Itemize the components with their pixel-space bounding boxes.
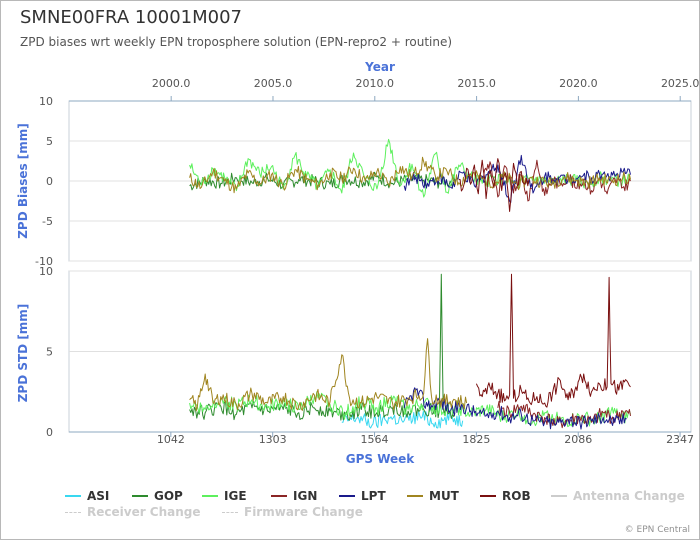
chart-title: SMNE00FRA 10001M007 [20, 7, 243, 28]
legend-swatch [202, 495, 218, 497]
legend-swatch [65, 511, 81, 513]
bottom-y-ticks: 10 5 0 [39, 265, 53, 439]
top-y-tick-label: -10 [35, 255, 53, 268]
top-y-tick-label: 0 [46, 175, 53, 188]
top-y-tick-label: 10 [39, 95, 53, 108]
legend-label: Receiver Change [87, 505, 201, 519]
top-series-ige [189, 138, 631, 198]
x2-tick-label: 2010.0 [356, 77, 395, 90]
x-tick-label: 2347 [666, 433, 694, 446]
bottom-y-axis-title: ZPD STD [mm] [16, 304, 30, 403]
legend-label: GOP [154, 489, 183, 503]
legend-item-receiver-change[interactable]: Receiver Change [65, 505, 201, 519]
top-series-group [189, 138, 631, 212]
legend-swatch [551, 495, 567, 497]
x2-tick-label: 2025.0 [661, 77, 699, 90]
legend-swatch [132, 495, 148, 497]
plot-area: 2000.0 2005.0 2010.0 2015.0 2020.0 2025.0 104… [16, 60, 699, 466]
legend-label: IGE [224, 489, 247, 503]
gps-week-ticks: 1042 1303 1564 1825 2086 2347 [157, 432, 694, 446]
bottom-y-tick-label: 5 [46, 346, 53, 359]
top-series-mut [189, 156, 631, 194]
legend-label: LPT [361, 489, 386, 503]
top-y-tick-label: 5 [46, 135, 53, 148]
legend-item-asi[interactable]: ASI [65, 489, 109, 503]
legend-label: MUT [429, 489, 459, 503]
bottom-series-group [189, 273, 631, 430]
top-series-rob [458, 158, 530, 212]
legend-item-ige[interactable]: IGE [202, 489, 247, 503]
legend-swatch [271, 495, 287, 497]
year-ticks: 2000.0 2005.0 2010.0 2015.0 2020.0 2025.0 [152, 77, 699, 101]
legend-label: ASI [87, 489, 110, 503]
bottom-y-tick-label: 0 [46, 426, 53, 439]
bottom-y-tick-label: 10 [39, 265, 53, 278]
legend-item-ign[interactable]: IGN [271, 489, 317, 503]
legend-item-gop[interactable]: GOP [132, 489, 183, 503]
x-tick-label: 2086 [564, 433, 592, 446]
legend-item-lpt[interactable]: LPT [339, 489, 386, 503]
x-tick-label: 1825 [462, 433, 490, 446]
bottom-series-mut [189, 338, 468, 412]
x2-tick-label: 2005.0 [254, 77, 293, 90]
legend-swatch [222, 511, 238, 513]
legend-item-rob[interactable]: ROB [480, 489, 531, 503]
top-y-tick-label: -5 [42, 215, 53, 228]
x2-tick-label: 2015.0 [457, 77, 496, 90]
x-tick-label: 1303 [259, 433, 287, 446]
top-y-ticks: 10 5 0 -5 -10 [35, 95, 53, 268]
legend-item-firmware-change[interactable]: Firmware Change [222, 505, 363, 519]
legend-label: Firmware Change [244, 505, 363, 519]
top-series-ign [481, 159, 631, 202]
x2-axis-title: Year [364, 60, 395, 74]
x2-tick-label: 2000.0 [152, 77, 191, 90]
top-series-lpt [403, 154, 631, 204]
legend-label: IGN [293, 489, 318, 503]
legend-swatch [65, 495, 81, 497]
credits[interactable]: © EPN Central [624, 525, 690, 535]
legend-swatch [339, 495, 355, 497]
x2-tick-label: 2020.0 [559, 77, 598, 90]
x-axis-title: GPS Week [346, 452, 416, 466]
legend-item-antenna-change[interactable]: Antenna Change [551, 489, 685, 503]
chart-subtitle: ZPD biases wrt weekly EPN troposphere so… [20, 35, 453, 49]
legend-item-mut[interactable]: MUT [407, 489, 459, 503]
legend-swatch [407, 495, 423, 497]
bottom-series-asi [341, 410, 464, 429]
legend-swatch [480, 495, 496, 497]
bottom-series-rob [475, 273, 631, 408]
legend-label: ROB [502, 489, 531, 503]
legend-label: Antenna Change [573, 489, 685, 503]
x-tick-label: 1042 [157, 433, 185, 446]
x-tick-label: 1564 [361, 433, 389, 446]
top-y-axis-title: ZPD Biases [mm] [16, 123, 30, 239]
